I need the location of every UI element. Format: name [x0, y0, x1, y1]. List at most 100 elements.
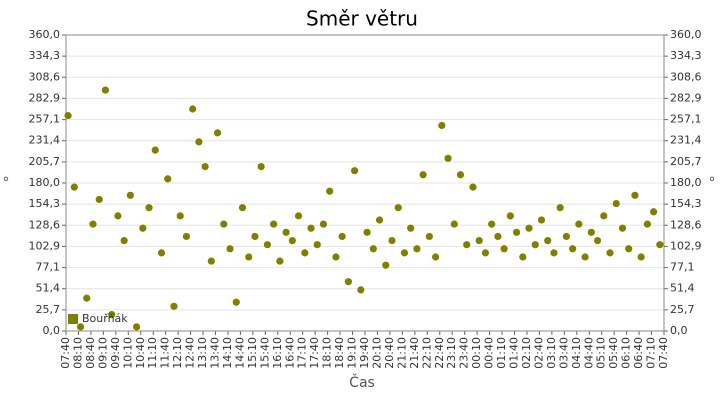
point	[238, 204, 247, 212]
point	[332, 253, 340, 261]
point	[108, 310, 116, 319]
point	[294, 212, 303, 220]
x-tick-label: 19:40	[358, 337, 371, 369]
point	[581, 253, 589, 261]
point	[344, 278, 352, 286]
point	[606, 249, 614, 257]
x-tick-label: 16:10	[271, 337, 284, 369]
point	[463, 241, 471, 249]
point	[369, 245, 377, 253]
point	[656, 241, 664, 249]
x-tick-label: 17:40	[308, 337, 321, 369]
point	[631, 191, 639, 199]
point	[575, 220, 583, 228]
x-tick-label: 20:40	[383, 337, 396, 369]
point	[351, 167, 359, 175]
x-tick-label: 10:10	[121, 337, 134, 369]
point	[338, 232, 346, 241]
point	[407, 224, 415, 232]
y2-tick-label: 154,3	[670, 197, 702, 210]
point	[419, 171, 427, 179]
point	[494, 232, 502, 241]
y2-tick-label: 360,0	[670, 28, 702, 41]
y-tick-label: 360,0	[29, 28, 61, 41]
y-tick-label: 231,4	[29, 134, 61, 147]
y-tick-label: 128,6	[29, 218, 61, 231]
x-tick-label: 08:10	[71, 337, 84, 369]
x-tick-label: 19:10	[346, 337, 359, 369]
point	[394, 204, 402, 212]
point	[139, 224, 147, 232]
point	[126, 191, 134, 199]
y-axis-title: °	[3, 175, 10, 191]
point	[612, 199, 620, 208]
x-tick-label: 07:40	[59, 337, 72, 369]
point	[438, 121, 446, 130]
x-tick-label: 01:40	[508, 337, 521, 369]
point	[151, 146, 159, 154]
point	[637, 253, 645, 261]
point	[556, 204, 564, 212]
point	[618, 224, 627, 232]
x-tick-label: 17:10	[296, 337, 309, 369]
point	[400, 249, 409, 257]
x-tick-label: 14:40	[233, 337, 246, 369]
x-tick-label: 13:40	[209, 337, 222, 369]
x-tick-label: 21:40	[408, 337, 421, 369]
y-tick-label: 205,7	[29, 155, 61, 168]
x-tick-label: 09:40	[109, 337, 122, 369]
x-tick-label: 20:10	[370, 337, 383, 369]
x-tick-label: 07:10	[645, 337, 658, 369]
point	[531, 241, 539, 249]
x-tick-label: 01:10	[495, 337, 508, 369]
x-tick-label: 02:40	[532, 337, 545, 369]
x-tick-label: 13:10	[196, 337, 209, 369]
point	[245, 253, 253, 261]
point	[176, 212, 184, 220]
x-tick-label: 12:10	[171, 337, 184, 369]
x-tick-label: 15:40	[258, 337, 271, 369]
x-tick-label: 15:10	[246, 337, 259, 369]
point	[388, 236, 396, 245]
point	[220, 220, 228, 228]
point	[307, 224, 315, 232]
point	[550, 249, 558, 257]
point	[195, 138, 203, 146]
point	[213, 129, 222, 137]
x-tick-label: 11:40	[159, 337, 172, 369]
point	[319, 220, 328, 228]
point	[650, 208, 658, 216]
x-tick-label: 03:40	[557, 337, 570, 369]
point	[512, 228, 521, 236]
point	[182, 232, 191, 241]
y2-tick-label: 128,6	[670, 218, 702, 231]
x-tick-label: 14:10	[221, 337, 234, 369]
x-tick-label: 18:40	[333, 337, 346, 369]
point	[189, 105, 197, 113]
legend-swatch	[68, 314, 78, 324]
point	[488, 220, 496, 228]
y2-tick-label: 25,7	[670, 303, 695, 316]
y-tick-label: 77,1	[36, 261, 61, 274]
x-tick-label: 22:10	[420, 337, 433, 369]
point	[263, 241, 272, 249]
x-tick-label: 04:10	[570, 337, 583, 369]
point	[89, 220, 97, 228]
point	[64, 111, 72, 120]
point	[76, 323, 85, 331]
point	[481, 249, 490, 257]
point	[95, 195, 103, 204]
point	[132, 323, 141, 331]
point	[251, 232, 259, 241]
x-tick-label: 21:10	[395, 337, 408, 369]
y-tick-label: 180,0	[29, 176, 61, 189]
x-tick-label: 05:10	[595, 337, 608, 369]
point	[444, 154, 452, 162]
point	[232, 298, 240, 306]
point	[413, 245, 421, 253]
point	[537, 216, 546, 224]
point	[519, 253, 527, 261]
y-tick-label: 25,7	[36, 303, 61, 316]
x-tick-label: 02:10	[520, 337, 533, 369]
point	[625, 245, 633, 253]
